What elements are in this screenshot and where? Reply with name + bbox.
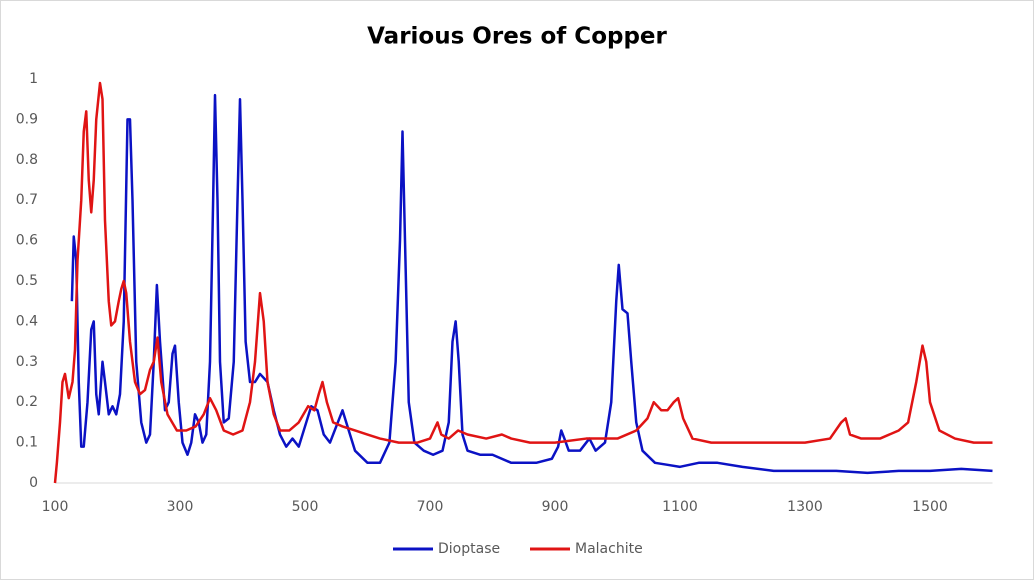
y-tick-label: 0.2 bbox=[16, 394, 38, 410]
x-tick-label: 1500 bbox=[912, 499, 948, 515]
y-tick-label: 0.3 bbox=[16, 354, 38, 370]
y-tick-label: 0.5 bbox=[16, 273, 38, 289]
x-tick-label: 100 bbox=[42, 499, 69, 515]
y-tick-label: 0 bbox=[29, 475, 38, 491]
chart-title: Various Ores of Copper bbox=[367, 24, 667, 50]
y-tick-label: 0.8 bbox=[16, 152, 38, 168]
y-tick-label: 0.9 bbox=[16, 111, 38, 127]
x-tick-label: 1300 bbox=[787, 499, 823, 515]
x-tick-label: 300 bbox=[167, 499, 194, 515]
y-tick-label: 0.6 bbox=[16, 233, 38, 249]
x-tick-label: 1100 bbox=[662, 499, 698, 515]
legend-label: Malachite bbox=[575, 541, 643, 557]
x-tick-label: 700 bbox=[417, 499, 444, 515]
line-series bbox=[70, 93, 993, 475]
y-tick-label: 0.7 bbox=[16, 192, 38, 208]
y-tick-label: 0.1 bbox=[16, 435, 38, 451]
line-series bbox=[53, 81, 993, 484]
x-tick-label: 500 bbox=[292, 499, 319, 515]
y-tick-label: 0.4 bbox=[16, 313, 38, 329]
legend-label: Dioptase bbox=[438, 541, 500, 557]
y-tick-label: 1 bbox=[29, 71, 38, 87]
x-tick-label: 900 bbox=[542, 499, 569, 515]
